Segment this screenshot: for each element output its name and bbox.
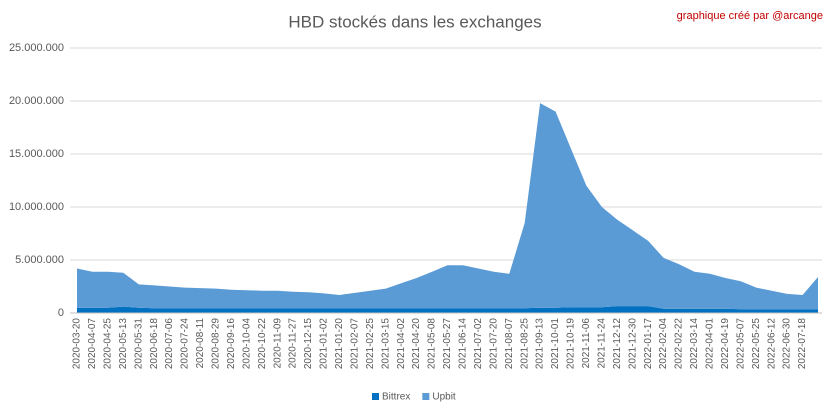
y-tick-label: 15.000.000 xyxy=(9,148,64,160)
x-tick-label: 2021-08-25 xyxy=(519,318,530,370)
annotation: graphique créé par @arcange xyxy=(677,10,823,22)
y-tick-label: 10.000.000 xyxy=(9,201,64,213)
x-tick-label: 2022-06-12 xyxy=(766,318,777,370)
x-tick-label: 2022-06-30 xyxy=(782,318,793,370)
chart-title: HBD stockés dans les exchanges xyxy=(288,12,541,31)
legend-label: Upbit xyxy=(432,392,456,403)
x-tick-label: 2021-08-07 xyxy=(504,318,515,370)
x-tick-label: 2021-12-12 xyxy=(612,318,623,370)
x-tick-label: 2020-07-24 xyxy=(180,318,191,370)
x-tick-label: 2021-04-02 xyxy=(396,318,407,370)
x-tick-label: 2022-03-14 xyxy=(689,318,700,370)
x-tick-label: 2022-05-07 xyxy=(735,318,746,370)
x-tick-label: 2021-11-06 xyxy=(581,318,592,369)
x-tick-label: 2020-05-13 xyxy=(118,318,129,370)
x-tick-label: 2020-10-04 xyxy=(241,318,252,370)
x-tick-label: 2022-04-01 xyxy=(705,318,716,370)
x-tick-label: 2020-12-15 xyxy=(303,318,314,370)
x-tick-label: 2021-01-02 xyxy=(319,318,330,370)
x-tick-label: 2022-02-22 xyxy=(674,318,685,370)
x-tick-label: 2020-08-11 xyxy=(195,318,206,369)
y-tick-label: 25.000.000 xyxy=(9,42,64,54)
x-tick-label: 2022-04-19 xyxy=(720,318,731,370)
legend-label: Bittrex xyxy=(382,392,410,403)
legend-swatch xyxy=(422,393,430,400)
x-tick-label: 2021-05-08 xyxy=(427,318,438,370)
y-tick-label: 0 xyxy=(58,307,64,319)
x-tick-label: 2020-06-18 xyxy=(149,318,160,370)
x-tick-label: 2021-02-25 xyxy=(365,318,376,370)
x-tick-label: 2021-04-20 xyxy=(411,318,422,370)
area xyxy=(77,306,818,313)
y-tick-label: 5.000.000 xyxy=(15,254,64,266)
x-tick-label: 2022-02-04 xyxy=(658,318,669,370)
x-tick-label: 2020-11-27 xyxy=(288,318,299,369)
x-tick-label: 2020-08-29 xyxy=(211,318,222,370)
x-tick-label: 2021-09-13 xyxy=(535,318,546,370)
x-tick-label: 2021-11-24 xyxy=(597,318,608,369)
x-tick-label: 2021-07-20 xyxy=(488,318,499,370)
x-tick-label: 2021-07-02 xyxy=(473,318,484,370)
x-tick-label: 2020-11-09 xyxy=(272,318,283,369)
area xyxy=(77,103,818,310)
x-tick-label: 2020-05-31 xyxy=(133,318,144,370)
x-tick-label: 2021-03-15 xyxy=(380,318,391,370)
y-tick-label: 20.000.000 xyxy=(9,95,64,107)
legend-swatch xyxy=(372,393,379,400)
x-tick-label: 2021-01-20 xyxy=(334,318,345,370)
x-tick-label: 2022-01-17 xyxy=(643,318,654,370)
x-tick-label: 2020-09-16 xyxy=(226,318,237,370)
x-tick-label: 2020-04-25 xyxy=(103,318,114,370)
x-tick-label: 2020-10-22 xyxy=(257,318,268,370)
x-tick-label: 2021-06-14 xyxy=(458,318,469,370)
x-tick-label: 2021-02-07 xyxy=(350,318,361,370)
x-tick-label: 2020-07-06 xyxy=(164,318,175,370)
x-tick-label: 2022-05-25 xyxy=(751,318,762,370)
x-tick-label: 2021-12-30 xyxy=(627,318,638,370)
x-tick-label: 2020-03-20 xyxy=(72,318,83,370)
x-tick-label: 2021-10-01 xyxy=(550,318,561,370)
x-tick-label: 2020-04-07 xyxy=(87,318,98,370)
x-tick-label: 2021-05-27 xyxy=(442,318,453,370)
x-tick-label: 2022-07-18 xyxy=(797,318,808,370)
x-tick-label: 2021-10-19 xyxy=(566,318,577,370)
